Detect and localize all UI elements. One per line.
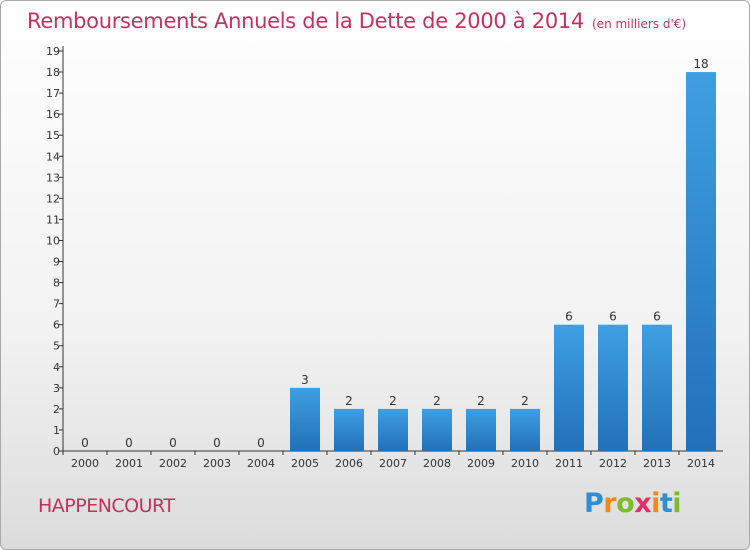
y-tick-label: 12: [46, 192, 60, 205]
y-tick-label: 1: [53, 424, 60, 437]
x-tick-label: 2009: [467, 457, 495, 470]
bar: [378, 408, 408, 451]
data-label: 0: [213, 436, 221, 450]
y-tick-label: 2: [53, 403, 60, 416]
x-tick-label: 2012: [599, 457, 627, 470]
chart-bars: [290, 72, 716, 451]
x-tick-label: 2006: [335, 457, 363, 470]
x-tick-label: 2013: [643, 457, 671, 470]
x-tick-label: 2002: [159, 457, 187, 470]
y-tick-label: 16: [46, 108, 60, 121]
y-tick-label: 4: [53, 361, 60, 374]
y-tick-label: 10: [46, 234, 60, 247]
x-tick-label: 2010: [511, 457, 539, 470]
data-label: 0: [257, 436, 265, 450]
x-tick-label: 2007: [379, 457, 407, 470]
y-tick-label: 0: [53, 445, 60, 458]
y-tick-label: 19: [46, 45, 60, 58]
bar: [466, 408, 496, 451]
bar: [510, 408, 540, 451]
data-label: 6: [653, 310, 661, 324]
data-label: 0: [169, 436, 177, 450]
y-tick-label: 7: [53, 298, 60, 311]
bar: [686, 72, 716, 451]
y-tick-label: 6: [53, 319, 60, 332]
data-label: 6: [565, 310, 573, 324]
data-label: 2: [389, 394, 397, 408]
logo-letter: i: [651, 488, 660, 519]
y-tick-label: 14: [46, 150, 60, 163]
y-tick-label: 17: [46, 87, 60, 100]
x-tick-label: 2001: [115, 457, 143, 470]
logo-letter: o: [616, 488, 635, 519]
chart-title: Remboursements Annuels de la Dette de 20…: [27, 9, 686, 33]
x-tick-label: 2004: [247, 457, 275, 470]
x-tick-label: 2000: [71, 457, 99, 470]
data-label: 3: [301, 373, 309, 387]
proxiti-logo: Proxiti: [584, 488, 682, 519]
bar: [598, 324, 628, 451]
y-tick-label: 18: [46, 66, 60, 79]
chart-data-labels: 0 0 0 0 0 3 2 2 2 2 2 6 6 6 18: [81, 57, 708, 450]
y-tick-label: 3: [53, 382, 60, 395]
y-tick-label: 15: [46, 129, 60, 142]
bar: [334, 408, 364, 451]
bar: [422, 408, 452, 451]
data-label: 0: [125, 436, 133, 450]
bar: [290, 387, 320, 451]
data-label: 2: [345, 394, 353, 408]
y-tick-label: 13: [46, 171, 60, 184]
chart-title-text: Remboursements Annuels de la Dette de 20…: [27, 9, 584, 33]
logo-letter: i: [672, 488, 682, 519]
bar: [642, 324, 672, 451]
data-label: 2: [433, 394, 441, 408]
logo-letter: t: [659, 488, 673, 519]
data-label: 2: [521, 394, 529, 408]
y-tick-label: 11: [46, 213, 60, 226]
y-tick-label: 9: [53, 256, 60, 269]
town-name: HAPPENCOURT: [38, 495, 175, 517]
y-tick-label: 5: [53, 340, 60, 353]
data-label: 2: [477, 394, 485, 408]
logo-letter: r: [603, 488, 617, 519]
data-label: 0: [81, 436, 89, 450]
x-tick-label: 2005: [291, 457, 319, 470]
x-tick-label: 2011: [555, 457, 583, 470]
y-tick-label: 8: [53, 277, 60, 290]
x-tick-label: 2003: [203, 457, 231, 470]
logo-letter: x: [634, 488, 652, 519]
chart-subtitle: (en milliers d'€): [592, 17, 687, 31]
data-label: 18: [693, 57, 708, 71]
x-tick-label: 2008: [423, 457, 451, 470]
logo-letter: P: [584, 488, 604, 519]
bar: [554, 324, 584, 451]
x-tick-label: 2014: [687, 457, 715, 470]
data-label: 6: [609, 310, 617, 324]
